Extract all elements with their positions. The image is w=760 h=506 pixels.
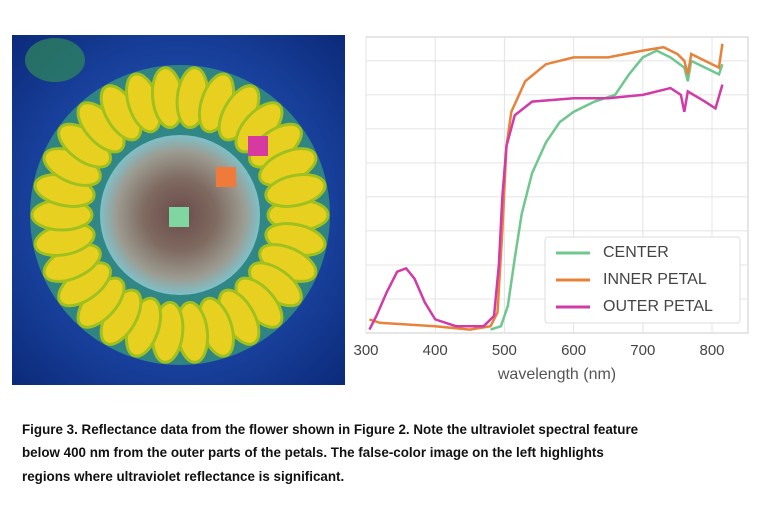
legend-label: CENTER [603,244,669,261]
x-tick-label: 800 [699,342,724,359]
caption-line: below 400 nm from the outer parts of the… [22,445,604,460]
caption-line: regions where ultraviolet reflectance is… [22,469,345,484]
figure: wavelength (nm) 300 400 500 600 700 800 CENTER… [12,35,749,385]
false-color-image [12,35,345,385]
petal [264,173,327,208]
series-line [369,43,724,331]
x-tick-label: 400 [423,342,448,359]
x-tick-label: 500 [492,342,517,359]
x-tick-label: 700 [630,342,655,359]
legend-label: INNER PETAL [603,271,707,288]
caption-line: Figure 3. Reflectance data from the flow… [22,422,639,437]
legend-label: OUTER PETAL [603,298,713,315]
legend-box [544,236,741,324]
x-axis-label: wavelength (nm) [497,366,616,383]
x-tick-label: 600 [561,342,586,359]
series-line [368,84,724,331]
x-tick-label: 300 [353,342,378,359]
